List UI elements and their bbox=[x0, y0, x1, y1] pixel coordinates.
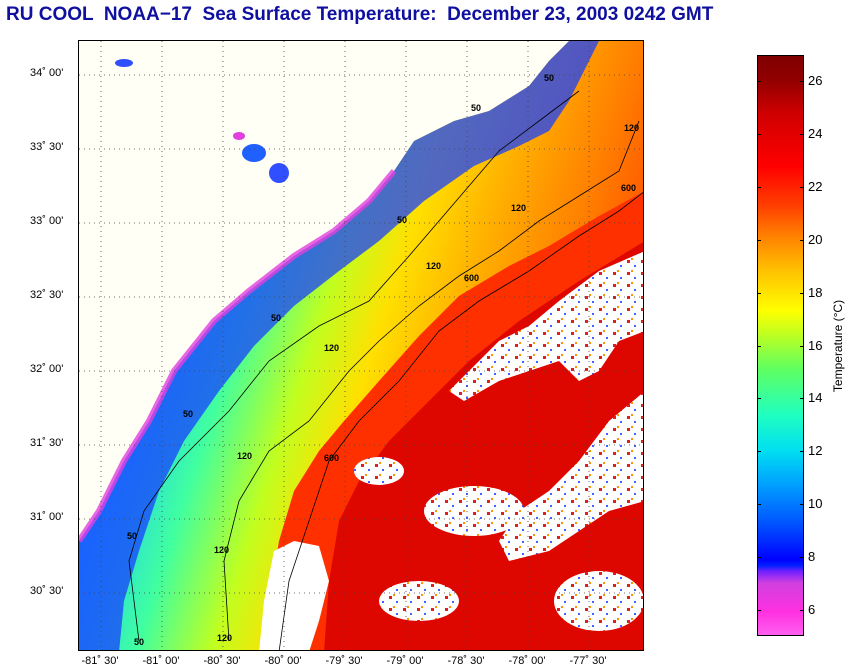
colorbar-tick bbox=[800, 292, 804, 294]
map-title: RU COOL NOAA−17 Sea Surface Temperature:… bbox=[6, 4, 714, 25]
isobath-label: 50 bbox=[183, 409, 193, 419]
isobath-label: 120 bbox=[214, 545, 229, 555]
colorbar-tick bbox=[757, 503, 761, 505]
isobath-label: 50 bbox=[544, 73, 554, 83]
lon-label: -80˚ 00' bbox=[264, 655, 302, 667]
colorbar-tick bbox=[757, 81, 761, 83]
colorbar-tick bbox=[800, 239, 804, 241]
colorbar-tick bbox=[800, 609, 804, 611]
lat-label: 31˚ 30' bbox=[30, 437, 64, 449]
colorbar-tick bbox=[757, 451, 761, 453]
colorbar-tick bbox=[800, 451, 804, 453]
colorbar-tick bbox=[800, 556, 804, 558]
lat-label: 31˚ 00' bbox=[30, 511, 64, 523]
cloud-patch bbox=[354, 457, 404, 485]
isobath-600 bbox=[278, 192, 643, 650]
lake bbox=[269, 163, 289, 183]
cloud-patch bbox=[424, 486, 524, 536]
lon-label: -81˚ 00' bbox=[142, 655, 180, 667]
colorbar-tick bbox=[800, 187, 804, 189]
lake bbox=[115, 59, 133, 67]
lat-label: 32˚ 30' bbox=[30, 289, 64, 301]
colorbar-tick-label: 12 bbox=[808, 443, 823, 459]
lon-label: -79˚ 30' bbox=[325, 655, 363, 667]
isobath-label: 120 bbox=[237, 451, 252, 461]
isobath-label: 600 bbox=[464, 273, 479, 283]
colorbar-tick-label: 10 bbox=[808, 495, 823, 511]
grid-lines bbox=[79, 41, 643, 650]
isobath-50 bbox=[128, 90, 580, 642]
isobath-label: 600 bbox=[324, 453, 339, 463]
lake bbox=[233, 132, 245, 140]
sst-map[interactable]: 50 50 50 50 50 50 50 120 120 120 120 120… bbox=[78, 40, 644, 651]
nearshore-cold-band bbox=[79, 41, 599, 650]
colorbar-tick-label: 18 bbox=[808, 284, 823, 300]
lon-label: -79˚ 00' bbox=[386, 655, 424, 667]
lon-label: -77˚ 30' bbox=[569, 655, 607, 667]
colorbar-tick bbox=[800, 134, 804, 136]
lat-label: 32˚ 00' bbox=[30, 363, 64, 375]
colorbar-tick bbox=[757, 134, 761, 136]
isobath-label: 600 bbox=[621, 183, 636, 193]
colorbar-tick-label: 6 bbox=[808, 601, 816, 617]
colorbar-tick bbox=[757, 609, 761, 611]
isobath-label: 50 bbox=[271, 313, 281, 323]
isobath-label: 50 bbox=[134, 637, 144, 647]
colorbar-tick bbox=[800, 398, 804, 400]
isobath-label: 120 bbox=[426, 261, 441, 271]
isobath-label: 50 bbox=[127, 531, 137, 541]
lon-label: -78˚ 00' bbox=[508, 655, 546, 667]
colorbar-tick-label: 16 bbox=[808, 337, 823, 353]
colorbar-tick bbox=[757, 292, 761, 294]
colorbar-tick-label: 8 bbox=[808, 548, 816, 564]
lon-label: -78˚ 30' bbox=[447, 655, 485, 667]
sst-map-canvas: 50 50 50 50 50 50 50 120 120 120 120 120… bbox=[79, 41, 643, 650]
colorbar-tick bbox=[757, 187, 761, 189]
colorbar-tick bbox=[800, 503, 804, 505]
colorbar-tick bbox=[757, 556, 761, 558]
colorbar-tick bbox=[800, 81, 804, 83]
lon-label: -81˚ 30' bbox=[81, 655, 119, 667]
colorbar-tick-label: 26 bbox=[808, 73, 823, 89]
isobath-120 bbox=[223, 120, 640, 642]
colorbar-tick bbox=[757, 398, 761, 400]
isobath-label: 50 bbox=[397, 215, 407, 225]
lon-label: -80˚ 30' bbox=[203, 655, 241, 667]
colorbar-tick bbox=[757, 239, 761, 241]
colorbar-tick bbox=[757, 345, 761, 347]
lat-label: 33˚ 30' bbox=[30, 141, 64, 153]
lake bbox=[242, 144, 266, 162]
cloud-mask-sw bbox=[259, 541, 329, 650]
cloud-patch bbox=[554, 571, 643, 631]
isobath-label: 50 bbox=[471, 103, 481, 113]
colorbar-tick-label: 14 bbox=[808, 390, 823, 406]
colorbar-tick bbox=[800, 345, 804, 347]
isobath-label: 120 bbox=[324, 343, 339, 353]
isobath-label: 120 bbox=[217, 633, 232, 643]
isobath-label: 120 bbox=[511, 203, 526, 213]
lat-label: 30˚ 30' bbox=[30, 585, 64, 597]
lat-label: 34˚ 00' bbox=[30, 67, 64, 79]
cloud-mask bbox=[449, 251, 643, 401]
lat-label: 33˚ 00' bbox=[30, 215, 64, 227]
temperature-colorbar bbox=[757, 55, 804, 636]
isobath-label: 120 bbox=[624, 123, 639, 133]
cloud-patch bbox=[379, 581, 459, 621]
colorbar-tick-label: 22 bbox=[808, 179, 823, 195]
coastal-fringe bbox=[79, 169, 397, 543]
colorbar-tick-label: 20 bbox=[808, 231, 823, 247]
colorbar-tick-label: 24 bbox=[808, 126, 823, 142]
